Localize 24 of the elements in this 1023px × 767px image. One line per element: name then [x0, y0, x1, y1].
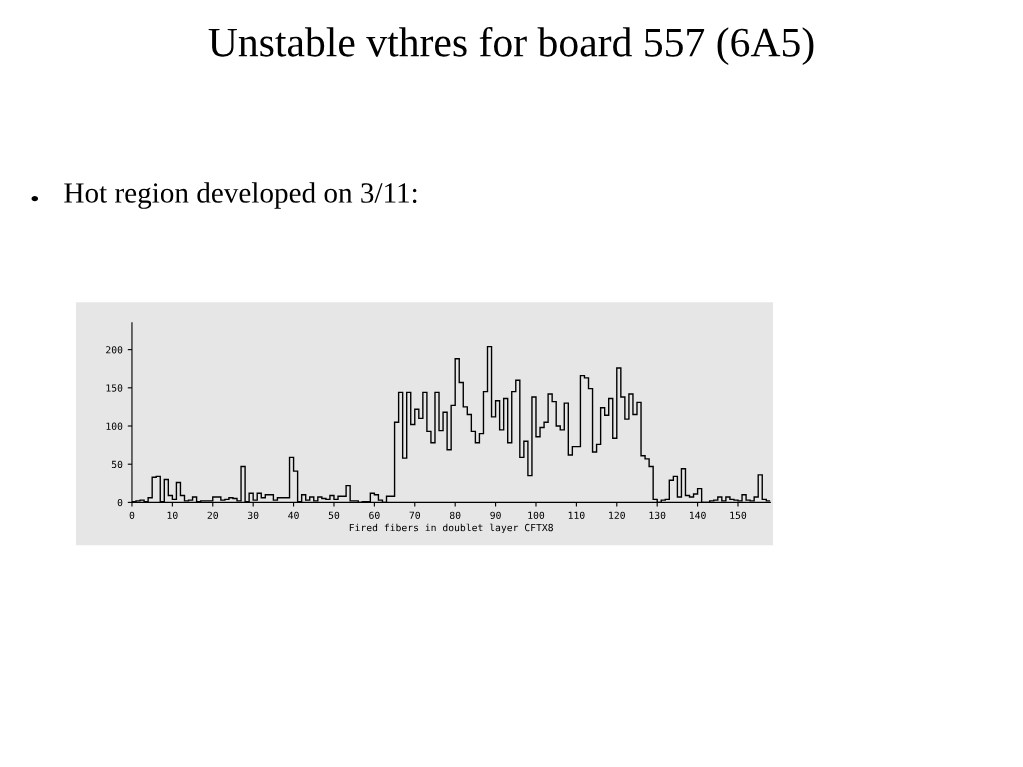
y-tick-label: 100 — [106, 422, 123, 430]
y-tick-label: 0 — [117, 498, 123, 507]
x-tick-label: 10 — [167, 511, 178, 519]
x-tick-label: 100 — [528, 511, 545, 519]
y-tick-label: 150 — [106, 384, 123, 392]
y-tick-label: 200 — [106, 346, 123, 354]
x-tick-label: 90 — [490, 511, 501, 519]
x-tick-label: 140 — [689, 511, 706, 519]
chart-title: Unstable vthres for board 557 (6A5) — [208, 26, 814, 66]
x-tick-label: 130 — [649, 511, 666, 519]
x-axis-title: Fired fibers in doublet layer CFTX8 — [349, 523, 553, 534]
x-tick-label: 30 — [247, 511, 259, 519]
x-tick-label: 150 — [730, 511, 747, 519]
x-tick-label: 80 — [449, 511, 461, 519]
x-tick-label: 120 — [609, 511, 625, 519]
x-tick-label: 70 — [409, 511, 420, 519]
x-tick-label: 110 — [568, 511, 585, 519]
x-tick-label: 40 — [288, 511, 299, 519]
x-tick-label: 20 — [207, 511, 218, 519]
x-tick-label: 60 — [369, 511, 380, 519]
x-tick-label: 50 — [328, 511, 340, 519]
text: Hot region developed on 3/11: — [64, 182, 417, 209]
x-tick-label: 0 — [129, 511, 135, 519]
y-tick-label: 50 — [111, 460, 123, 469]
